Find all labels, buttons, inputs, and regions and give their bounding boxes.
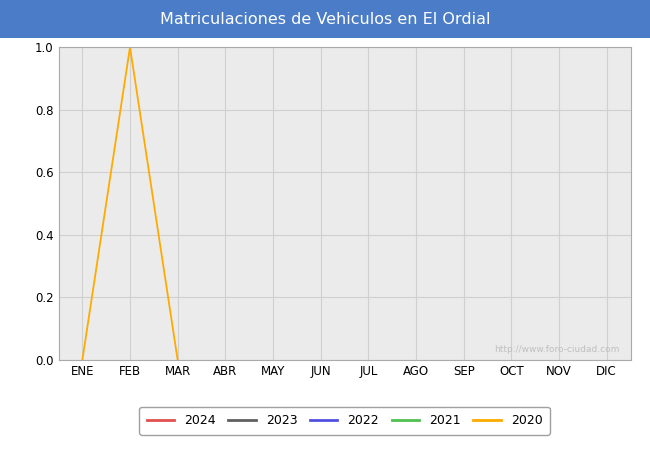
Legend: 2024, 2023, 2022, 2021, 2020: 2024, 2023, 2022, 2021, 2020 xyxy=(139,407,550,435)
Text: Matriculaciones de Vehiculos en El Ordial: Matriculaciones de Vehiculos en El Ordia… xyxy=(160,12,490,27)
Text: http://www.foro-ciudad.com: http://www.foro-ciudad.com xyxy=(494,345,619,354)
